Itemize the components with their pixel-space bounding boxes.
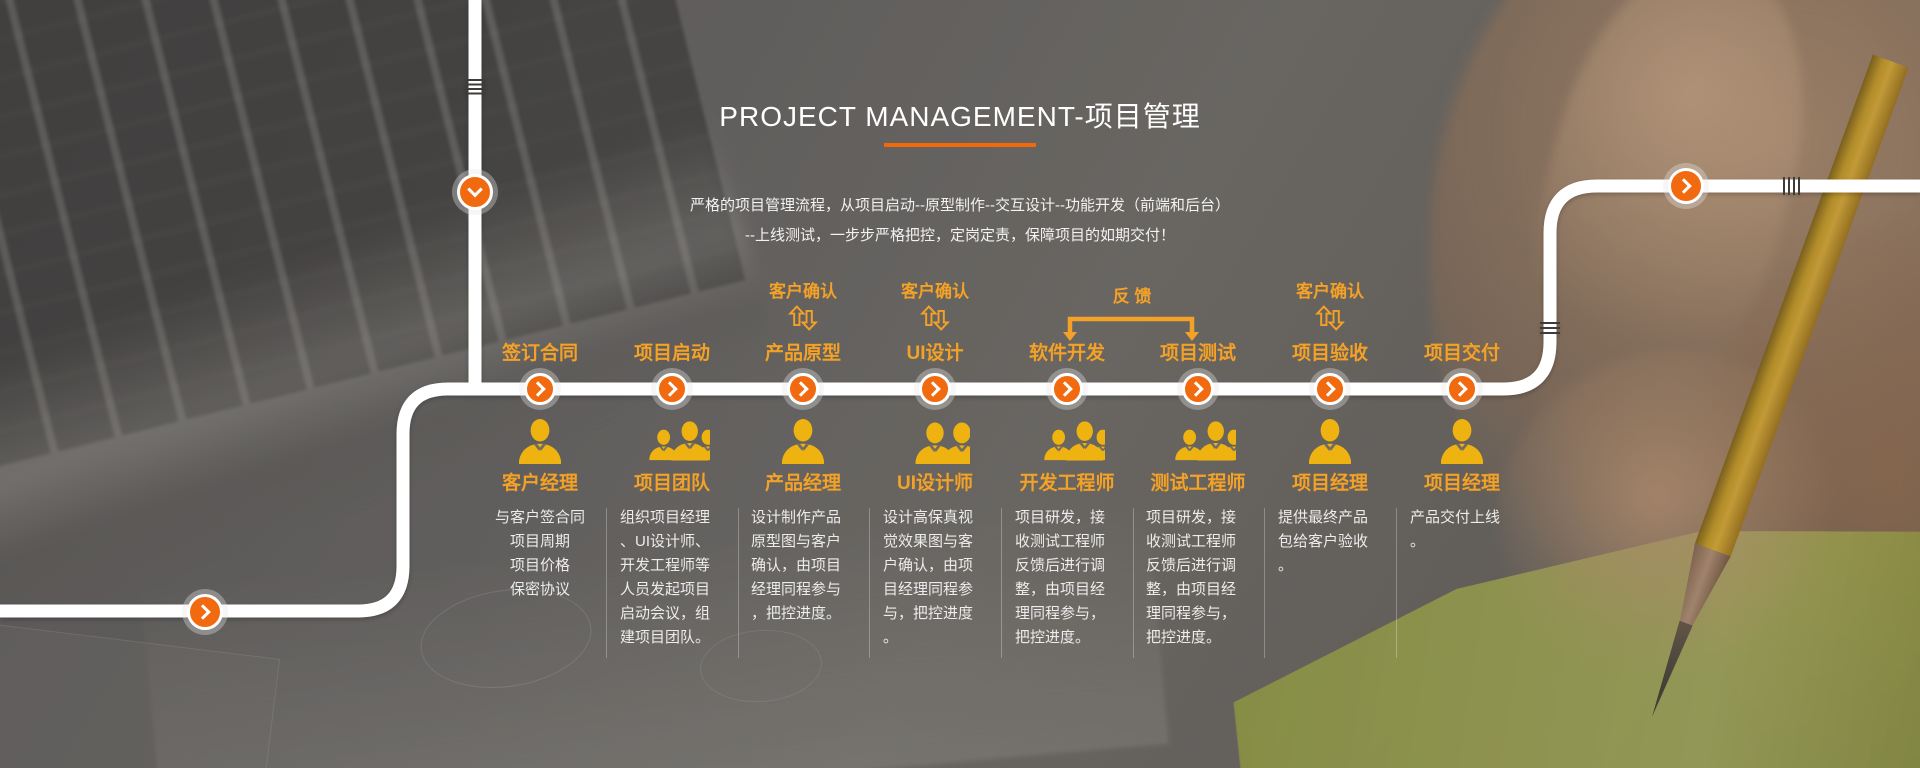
feedback-label: 反 馈 [1112,287,1152,306]
customer-confirm-annotation: 客户确认 [875,282,995,337]
person-single-icon [475,412,605,464]
person-group-icon [1002,412,1132,464]
chevron-down-icon [467,181,483,198]
person-single-icon [1265,412,1395,464]
customer-confirm-label: 客户确认 [769,282,837,301]
entry-node-top [457,174,493,210]
section-description: 严格的项目管理流程，从项目启动--原型制作--交互设计--功能开发（前端和后台）… [0,191,1920,251]
step-column-prototype: 产品原型 产品经理 设计制作产品原型图与客户确认，由项目经理同程参与，把控进度。 [738,330,868,700]
updown-arrows-icon [1314,305,1346,331]
chevron-right-icon [1676,178,1692,194]
chevron-right-icon [1452,381,1468,397]
role-label: 项目经理 [1423,473,1500,494]
customer-confirm-annotation: 客户确认 [743,282,863,337]
step-description: 与客户签合同 项目周期 项目价格 保密协议 [494,509,585,598]
chevron-right-icon [925,381,941,397]
step-column-kickoff: 项目启动 项目团队 组织项目经理、UI设计师、开发工程师等人员发起项目启动会议，… [607,330,737,700]
person-single-icon [1397,412,1527,464]
column-divider [1001,508,1002,658]
person-pair-icon [870,412,1000,464]
step-column-testing: 项目测试 测试工程师 项目研发，接收测试工程师反馈后进行调整，由项目经理同程参与… [1133,330,1263,700]
column-divider [1133,508,1134,658]
column-divider [1396,508,1397,658]
column-divider [1264,508,1265,658]
chevron-right-icon [1320,381,1336,397]
step-description: 提供最终产品包给客户验收。 [1278,509,1369,574]
step-label: 产品原型 [764,343,841,364]
step-description: 组织项目经理、UI设计师、开发工程师等人员发起项目启动会议，组建项目团队。 [620,509,711,646]
step-column-development: 软件开发 开发工程师 项目研发，接收测试工程师反馈后进行调整，由项目经理同程参与… [1002,330,1132,700]
step-column-acceptance: 项目验收 项目经理 提供最终产品包给客户验收。 [1265,330,1395,700]
description-line-2: --上线测试，一步步严格把控，定岗定责，保障项目的如期交付！ [745,227,1175,244]
road-crossing-marks [465,79,1800,334]
chevron-right-icon [1057,381,1073,397]
step-label: 软件开发 [1028,343,1105,364]
step-label: 签订合同 [501,343,578,364]
step-description: 项目研发，接收测试工程师反馈后进行调整，由项目经理同程参与，把控进度。 [1015,509,1106,646]
step-label: 项目启动 [633,343,710,364]
customer-confirm-annotation: 客户确认 [1270,282,1390,337]
updown-arrows-icon [919,305,951,331]
title-underline [884,143,1036,147]
column-divider [606,508,607,658]
flow-node [1182,373,1214,405]
chevron-right-icon [793,381,809,397]
role-label: 客户经理 [501,473,578,494]
step-description: 产品交付上线。 [1410,509,1501,550]
description-line-1: 严格的项目管理流程，从项目启动--原型制作--交互设计--功能开发（前端和后台） [690,197,1230,214]
step-column-sign-contract: 签订合同 客户经理 与客户签合同 项目周期 项目价格 保密协议 [475,330,605,700]
person-group-icon [1133,412,1263,464]
exit-node-right [1668,168,1704,204]
chevron-right-icon [195,604,211,620]
step-column-ui-design: UI设计 UI设计师 设计高保真视觉效果图与客户确认，由项目经理同程参与，把控进… [870,330,1000,700]
role-label: 项目经理 [1291,473,1368,494]
feedback-bracket-icon [1063,316,1199,341]
role-label: 项目团队 [633,473,710,494]
flow-node [787,373,819,405]
person-single-icon [738,412,868,464]
page-title: PROJECT MANAGEMENT-项目管理 [719,101,1201,133]
flow-node [1314,373,1346,405]
person-group-icon [607,412,737,464]
column-divider [869,508,870,658]
chevron-right-icon [662,381,678,397]
updown-arrows-icon [787,305,819,331]
role-label: 测试工程师 [1150,473,1246,494]
role-label: 开发工程师 [1019,473,1115,494]
chevron-right-icon [1188,381,1204,397]
step-label: 项目验收 [1291,343,1368,364]
step-column-delivery: 项目交付 项目经理 产品交付上线。 [1397,330,1527,700]
entry-node-left [187,594,223,630]
flow-node [656,373,688,405]
step-description: 设计制作产品原型图与客户确认，由项目经理同程参与，把控进度。 [751,509,842,622]
column-divider [738,508,739,658]
step-description: 项目研发，接收测试工程师反馈后进行调整，由项目经理同程参与，把控进度。 [1146,509,1237,646]
step-label: 项目交付 [1423,343,1500,364]
step-label: 项目测试 [1159,343,1236,364]
road-main-path [0,179,1920,618]
flow-node [524,373,556,405]
role-label: 产品经理 [764,473,841,494]
chevron-right-icon [530,381,546,397]
step-description: 设计高保真视觉效果图与客户确认，由项目经理同程参与，把控进度。 [883,509,974,646]
flow-node [1051,373,1083,405]
flow-node [1446,373,1478,405]
step-label: UI设计 [906,343,964,364]
flow-node [919,373,951,405]
role-label: UI设计师 [896,473,973,494]
customer-confirm-label: 客户确认 [901,282,969,301]
customer-confirm-label: 客户确认 [1296,282,1364,301]
